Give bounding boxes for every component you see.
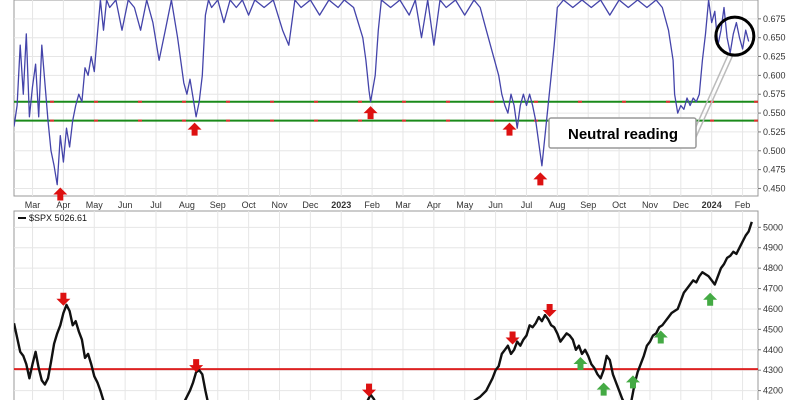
indicator-tick-label: 0.525	[763, 127, 786, 137]
x-axis-label: Feb	[735, 200, 751, 210]
price-y-ticks: 5000 4900 4800 4700 4600 4500 4400 4300 4200	[758, 222, 783, 396]
price-tick-label: 4700	[763, 284, 783, 294]
indicator-y-ticks: 0.675 0.650 0.625 0.600 0.575 0.550 0.525 0.500…	[758, 14, 786, 193]
x-axis-label: Jun	[488, 200, 503, 210]
indicator-tick-label: 0.450	[763, 183, 786, 193]
x-axis-label: Aug	[549, 200, 565, 210]
x-axis-label: May	[456, 200, 474, 210]
x-axis-label: 2024	[702, 200, 722, 210]
indicator-tick-label: 0.600	[763, 70, 786, 80]
neutral-reading-annotation: Neutral reading	[548, 15, 756, 149]
legend-label: $SPX 5026.61	[29, 213, 87, 223]
indicator-up-arrow	[502, 122, 517, 136]
x-axis-label: Apr	[427, 200, 441, 210]
indicator-arrows	[53, 106, 548, 201]
price-down-arrow	[505, 331, 520, 345]
indicator-tick-label: 0.475	[763, 165, 786, 175]
indicator-plot-area	[13, 0, 759, 197]
price-tick-label: 4800	[763, 263, 783, 273]
indicator-tick-label: 0.675	[763, 14, 786, 24]
highlight-circle	[714, 15, 756, 57]
price-series	[14, 221, 753, 400]
price-tick-label: 4400	[763, 345, 783, 355]
price-tick-label: 4200	[763, 386, 783, 396]
x-axis-label: Dec	[302, 200, 319, 210]
callout-leader-line	[691, 54, 734, 147]
indicator-line	[14, 0, 750, 186]
indicator-panel: 0.675 0.650 0.625 0.600 0.575 0.550 0.525 0.500…	[13, 0, 786, 210]
price-up-arrow	[653, 330, 668, 344]
price-tick-label: 4900	[763, 243, 783, 253]
price-up-arrow	[573, 357, 588, 371]
x-axis-label: Dec	[673, 200, 690, 210]
price-legend: $SPX 5026.61	[18, 213, 87, 223]
x-axis-label: Jul	[150, 200, 162, 210]
indicator-tick-label: 0.550	[763, 108, 786, 118]
x-axis-label: Oct	[612, 200, 627, 210]
x-axis-label: May	[86, 200, 104, 210]
x-axis-label: Jul	[521, 200, 533, 210]
price-tick-label: 4500	[763, 324, 783, 334]
price-down-arrow	[189, 359, 204, 373]
indicator-tick-label: 0.575	[763, 89, 786, 99]
x-axis-label: Nov	[642, 200, 659, 210]
price-tick-label: 4300	[763, 365, 783, 375]
x-axis-label: Jun	[118, 200, 133, 210]
price-arrows	[56, 292, 718, 397]
x-axis-label: 2023	[331, 200, 351, 210]
callout-label: Neutral reading	[568, 126, 678, 143]
price-gridlines	[14, 211, 758, 400]
price-line	[14, 221, 753, 400]
price-up-arrow	[596, 382, 611, 396]
x-axis-label: Sep	[210, 200, 226, 210]
price-up-arrow	[625, 375, 640, 389]
x-axis-label: Mar	[25, 200, 41, 210]
price-up-arrow	[703, 292, 718, 306]
indicator-up-arrow	[363, 106, 378, 120]
x-axis-label: Nov	[271, 200, 288, 210]
indicator-series	[14, 0, 750, 186]
price-down-arrow	[542, 303, 557, 317]
x-axis-label: Feb	[364, 200, 380, 210]
x-axis-label: Sep	[580, 200, 596, 210]
price-down-arrow	[362, 383, 377, 397]
price-tick-label: 4600	[763, 304, 783, 314]
indicator-up-arrow	[533, 172, 548, 186]
callout-box	[548, 117, 697, 149]
x-axis-label: Oct	[242, 200, 257, 210]
price-panel: 5000 4900 4800 4700 4600 4500 4400 4300 4200 $SP…	[13, 210, 783, 400]
price-down-arrow	[56, 292, 71, 306]
x-axis-label: Aug	[179, 200, 195, 210]
indicator-tick-label: 0.650	[763, 33, 786, 43]
indicator-tick-label: 0.625	[763, 52, 786, 62]
indicator-up-arrow	[53, 187, 68, 201]
indicator-up-arrow	[187, 122, 202, 136]
x-axis-label: Mar	[395, 200, 411, 210]
x-axis-label: Apr	[56, 200, 70, 210]
indicator-x-labels: Mar Apr May Jun Jul Aug Sep Oct Nov Dec 2023 Feb Mar…	[25, 200, 751, 210]
price-tick-label: 5000	[763, 222, 783, 232]
indicator-tick-label: 0.500	[763, 146, 786, 156]
